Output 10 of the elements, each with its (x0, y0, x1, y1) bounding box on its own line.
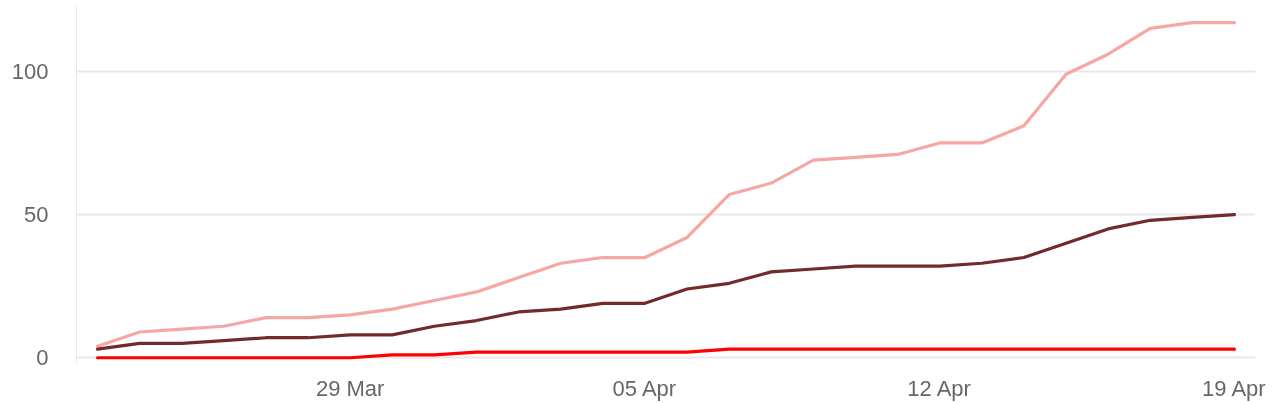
line-series (95, 21, 1237, 348)
y-tick-label: 50 (24, 202, 49, 228)
x-tick-label: 12 Apr (907, 375, 971, 401)
line-series (95, 212, 1237, 351)
x-tick-label: 19 Apr (1202, 375, 1266, 401)
line-series (95, 347, 1237, 360)
x-tick-label: 05 Apr (612, 375, 677, 401)
y-tick-label: 100 (11, 58, 49, 84)
y-tick-label: 0 (36, 345, 49, 371)
x-tick-label: 29 Mar (315, 375, 385, 401)
